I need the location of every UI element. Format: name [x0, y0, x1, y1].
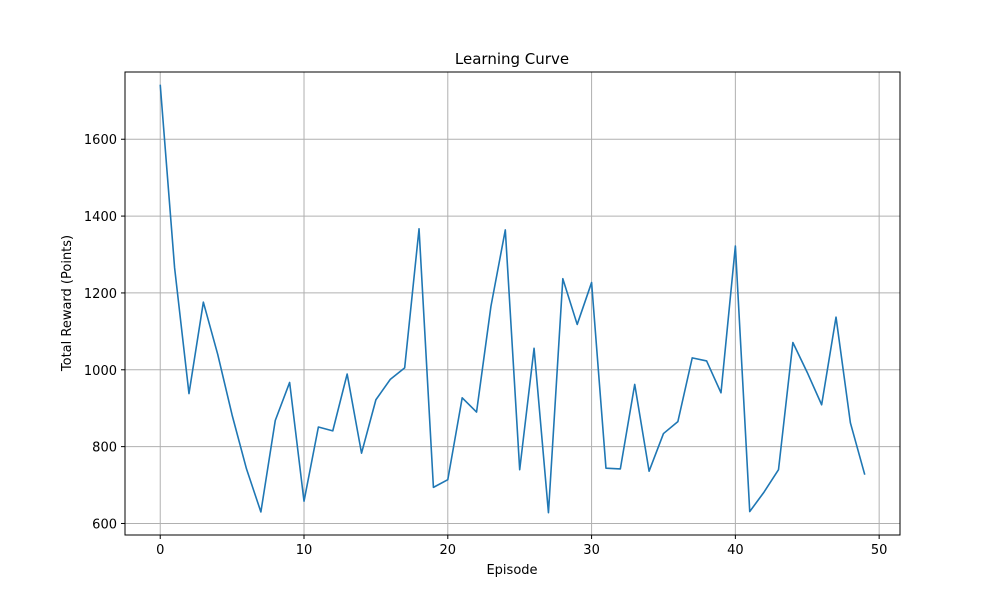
x-tick-label: 50	[871, 543, 888, 558]
x-axis-label: Episode	[486, 563, 537, 578]
series-layer	[159, 84, 866, 514]
y-tick-label: 1000	[84, 364, 117, 379]
y-tick-label: 600	[92, 517, 117, 532]
y-axis-label: Total Reward (Points)	[60, 235, 75, 372]
y-tick-label: 1600	[84, 133, 117, 148]
grid-lines	[125, 72, 900, 535]
series-line	[159, 84, 866, 514]
x-tick-label: 20	[440, 543, 457, 558]
chart-title: Learning Curve	[455, 50, 569, 68]
y-tick-label: 800	[92, 441, 117, 456]
y-tick-label: 1200	[84, 287, 117, 302]
y-tick-label: 1400	[84, 210, 117, 225]
x-tick-label: 30	[583, 543, 600, 558]
x-tick-label: 40	[727, 543, 744, 558]
x-tick-label: 10	[296, 543, 313, 558]
plot-area-frame	[124, 71, 901, 536]
axis-ticks: 0 10 20 30 40 50 600 800 1000 1200 1400 1600	[84, 133, 888, 558]
x-tick-label: 0	[156, 543, 164, 558]
